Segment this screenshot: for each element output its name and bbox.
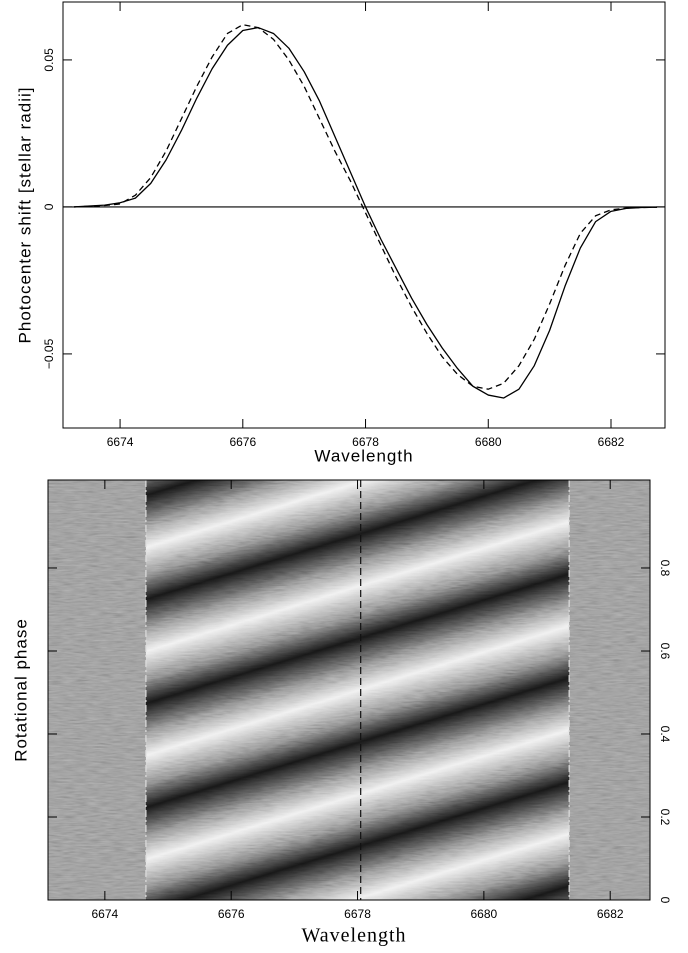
x-tick-label: 6680 bbox=[471, 907, 498, 921]
plot-frame bbox=[47, 479, 651, 901]
x-tick-label: 6680 bbox=[475, 435, 502, 449]
plot-frame bbox=[62, 1, 666, 429]
x-tick-label: 6682 bbox=[598, 435, 625, 449]
y-axis-title: Rotational phase bbox=[11, 618, 30, 762]
x-tick-label: 6682 bbox=[597, 907, 624, 921]
x-axis-title: Wavelength bbox=[301, 925, 406, 947]
y-tick-label: 0.2 bbox=[658, 809, 672, 826]
spectrum-noise bbox=[48, 480, 650, 900]
x-tick-label: 6678 bbox=[344, 907, 371, 921]
x-tick-label: 6674 bbox=[107, 435, 134, 449]
x-tick-label: 6674 bbox=[92, 907, 119, 921]
y-tick-label: 0.8 bbox=[658, 560, 672, 577]
y-tick-label: −0.05 bbox=[42, 338, 56, 369]
y-tick-label: 0.05 bbox=[42, 48, 56, 72]
series-line bbox=[74, 26, 658, 399]
x-tick-label: 6676 bbox=[218, 907, 245, 921]
x-tick-label: 6678 bbox=[352, 435, 379, 449]
y-tick-label: 0.6 bbox=[658, 643, 672, 660]
x-axis-title: Wavelength bbox=[314, 446, 413, 465]
y-tick-label: 0 bbox=[42, 203, 56, 210]
series-line bbox=[74, 23, 658, 390]
y-axis-title: Photocenter shift [stellar radii] bbox=[15, 87, 34, 344]
x-tick-label: 6676 bbox=[229, 435, 256, 449]
y-tick-label: 0.4 bbox=[658, 726, 672, 743]
y-tick-label: 0 bbox=[658, 897, 672, 904]
